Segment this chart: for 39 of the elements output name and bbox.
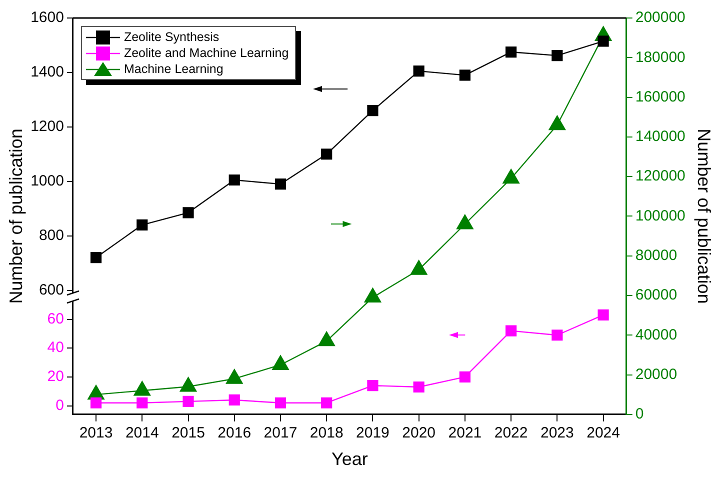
- y2-tick-label: 180000: [635, 48, 686, 66]
- y3-tick-label: 20: [47, 368, 64, 386]
- y2-tick-label: 0: [635, 406, 644, 423]
- y2-tick-label: 20000: [635, 366, 678, 383]
- x-tick-label: 2017: [264, 424, 298, 442]
- x-axis-title: Year: [331, 449, 368, 470]
- y2-tick-label: 160000: [635, 88, 686, 106]
- y-tick-label: 1000: [30, 172, 64, 190]
- y-tick-label: 1400: [30, 64, 64, 81]
- y2-tick-label: 80000: [635, 246, 678, 264]
- x-tick-label: 2023: [540, 424, 574, 442]
- x-tick-label: 2013: [79, 424, 113, 442]
- y3-tick-label: 0: [56, 396, 64, 414]
- y3-tick-label: 60: [47, 310, 64, 328]
- y2-tick-label: 100000: [635, 207, 686, 224]
- legend-label: Zeolite and Machine Learning: [124, 45, 289, 61]
- x-tick-label: 2018: [310, 424, 344, 442]
- x-tick-label: 2022: [494, 424, 528, 442]
- y-tick-label: 1600: [30, 9, 64, 26]
- x-tick-label: 2015: [172, 424, 205, 442]
- x-tick-label: 2016: [218, 424, 252, 442]
- y2-tick-label: 60000: [635, 286, 678, 304]
- y2-tick-label: 40000: [635, 326, 678, 344]
- y-tick-label: 600: [38, 281, 64, 298]
- y3-tick-label: 40: [47, 339, 64, 356]
- x-tick-label: 2014: [125, 424, 159, 442]
- y2-axis-title: Number of publication: [694, 128, 714, 304]
- y2-tick-label: 120000: [635, 168, 686, 185]
- y2-tick-label: 200000: [635, 9, 686, 26]
- legend-label: Zeolite Synthesis: [124, 29, 220, 45]
- y-tick-label: 800: [38, 226, 64, 244]
- x-tick-label: 2024: [586, 424, 620, 442]
- legend-label: Machine Learning: [124, 61, 224, 77]
- x-tick-label: 2019: [356, 424, 390, 442]
- y-tick-label: 1200: [30, 118, 64, 136]
- x-tick-label: 2020: [402, 424, 436, 442]
- y2-tick-label: 140000: [635, 128, 686, 146]
- y-axis-title: Number of publication: [6, 128, 26, 304]
- x-tick-label: 2021: [448, 424, 482, 442]
